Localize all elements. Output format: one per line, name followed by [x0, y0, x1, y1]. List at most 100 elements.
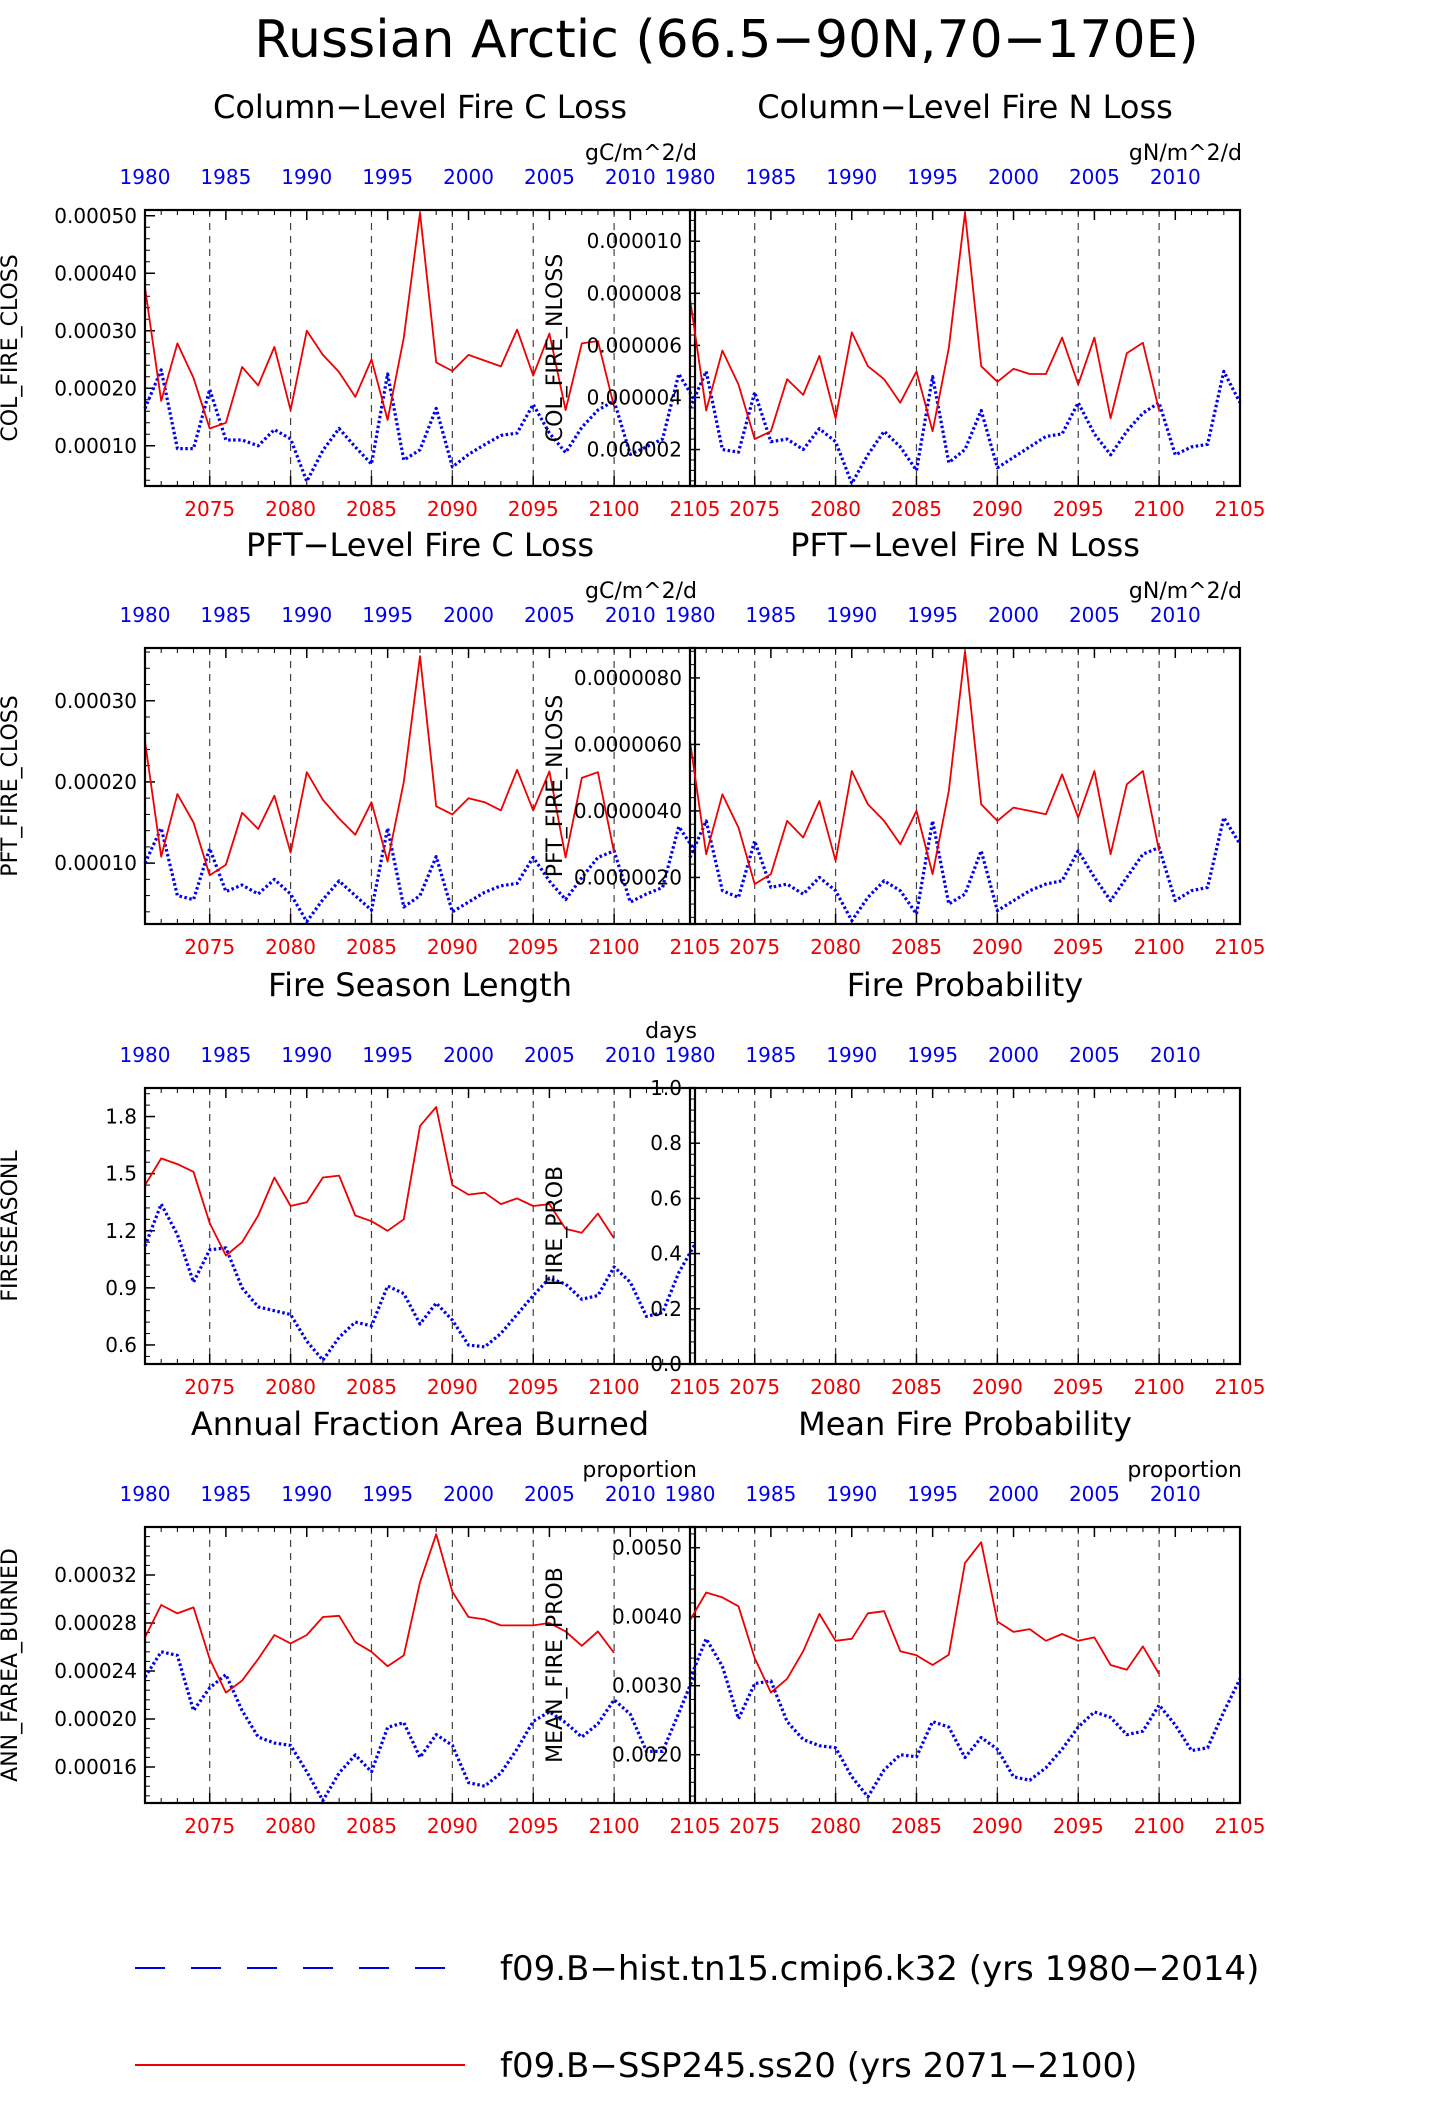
y-tick-label: 0.0000060	[574, 732, 682, 756]
top-tick-label: 1985	[200, 603, 251, 627]
top-tick-label: 2000	[443, 165, 494, 189]
top-tick-label: 1980	[120, 1043, 171, 1067]
top-tick-label: 1995	[907, 1043, 958, 1067]
panel-4: PFT−Level Fire N Loss gN/m^2/d 1980 1985 199…	[543, 526, 1265, 959]
y-tick-label: 0.0030	[612, 1674, 682, 1698]
top-tick-label: 1995	[362, 1482, 413, 1506]
y-axis-label: FIRE_PROB	[543, 1166, 568, 1286]
y-tick-label: 0.00030	[54, 319, 137, 343]
panel-title: Column−Level Fire N Loss	[757, 88, 1173, 126]
bottom-tick-label: 2090	[972, 935, 1023, 959]
y-tick-label: 1.8	[105, 1105, 137, 1129]
top-tick-label: 1980	[665, 603, 716, 627]
bottom-tick-label: 2075	[729, 1375, 780, 1399]
bottom-tick-label: 2105	[1215, 497, 1266, 521]
bottom-tick-label: 2095	[1053, 1375, 1104, 1399]
panel-title: Column−Level Fire C Loss	[213, 88, 627, 126]
top-tick-label: 2010	[605, 165, 656, 189]
series-hist-line	[143, 824, 697, 924]
panel-title: Annual Fraction Area Burned	[191, 1405, 649, 1443]
top-tick-label: 2010	[605, 603, 656, 627]
bottom-tick-label: 2100	[1134, 1375, 1185, 1399]
series-hist-line	[688, 369, 1242, 485]
bottom-tick-label: 2080	[810, 1814, 861, 1838]
legend-label-2: f09.B−SSP245.ss20 (yrs 2071−2100)	[500, 2046, 1137, 2086]
top-tick-label: 2000	[988, 603, 1039, 627]
y-tick-label: 0.00020	[54, 770, 137, 794]
y-tick-label: 0.00016	[54, 1755, 137, 1779]
y-tick-label: 0.00032	[54, 1563, 137, 1587]
y-tick-label: 1.5	[105, 1162, 137, 1186]
bottom-tick-label: 2100	[1134, 935, 1185, 959]
y-tick-label: 0.000010	[587, 229, 682, 253]
bottom-tick-label: 2100	[1134, 1814, 1185, 1838]
series-ssp-line	[144, 1106, 615, 1257]
top-tick-label: 1995	[907, 1482, 958, 1506]
bottom-tick-label: 2100	[589, 497, 640, 521]
panel-title: PFT−Level Fire C Loss	[246, 526, 594, 564]
top-tick-label: 1980	[665, 165, 716, 189]
y-tick-label: 0.000006	[587, 333, 682, 357]
top-tick-label: 1985	[200, 1043, 251, 1067]
series-hist-line	[143, 368, 697, 483]
series-ssp-line	[144, 1533, 615, 1694]
plot-frame	[688, 1525, 1242, 1805]
top-tick-label: 1995	[362, 1043, 413, 1067]
bottom-tick-label: 2095	[508, 497, 559, 521]
y-tick-label: 0.00028	[54, 1611, 137, 1635]
units-label: days	[645, 1019, 697, 1044]
top-tick-label: 2005	[524, 1043, 575, 1067]
y-axis-label: COL_FIRE_CLOSS	[0, 254, 23, 441]
bottom-tick-label: 2095	[508, 935, 559, 959]
y-tick-label: 0.00020	[54, 1707, 137, 1731]
top-tick-label: 1990	[826, 1043, 877, 1067]
y-tick-label: 0.00024	[54, 1659, 137, 1683]
top-tick-label: 1980	[120, 603, 171, 627]
y-axis-label: FIRESEASONL	[0, 1150, 23, 1302]
y-tick-label: 0.0000020	[574, 865, 682, 889]
series-ssp-line	[144, 655, 615, 877]
top-tick-label: 1985	[200, 165, 251, 189]
y-tick-label: 0.2	[650, 1297, 682, 1321]
y-tick-label: 0.0040	[612, 1605, 682, 1629]
top-tick-label: 1995	[907, 603, 958, 627]
units-label: gC/m^2/d	[585, 141, 697, 166]
bottom-tick-label: 2080	[810, 1375, 861, 1399]
y-tick-label: 0.8	[650, 1131, 682, 1155]
series-ssp-line	[144, 211, 615, 430]
plot-frame	[143, 646, 697, 926]
bottom-tick-label: 2080	[265, 1814, 316, 1838]
y-tick-label: 1.2	[105, 1219, 137, 1243]
top-tick-label: 2010	[605, 1043, 656, 1067]
top-tick-label: 1990	[281, 1043, 332, 1067]
bottom-tick-label: 2080	[265, 497, 316, 521]
bottom-tick-label: 2075	[184, 935, 235, 959]
bottom-tick-label: 2085	[346, 1814, 397, 1838]
panel-2: Column−Level Fire N Loss gN/m^2/d 1980 1985…	[543, 88, 1265, 521]
top-tick-label: 1980	[120, 165, 171, 189]
top-tick-label: 1990	[281, 165, 332, 189]
plot-frame	[688, 646, 1242, 926]
bottom-tick-label: 2075	[184, 1375, 235, 1399]
bottom-tick-label: 2095	[508, 1375, 559, 1399]
units-label: gN/m^2/d	[1129, 579, 1242, 604]
top-tick-label: 1985	[745, 165, 796, 189]
top-tick-label: 1995	[362, 165, 413, 189]
y-tick-label: 0.00040	[54, 261, 137, 285]
top-tick-label: 2010	[1150, 1482, 1201, 1506]
y-tick-label: 0.00010	[54, 851, 137, 875]
panel-6: Fire Probability 1980 1985 1990 1995 2000 2005…	[543, 966, 1265, 1399]
units-label: gN/m^2/d	[1129, 141, 1242, 166]
top-tick-label: 2005	[1069, 603, 1120, 627]
y-tick-label: 0.6	[650, 1186, 682, 1210]
panel-7: Annual Fraction Area Burnedproportion198…	[0, 1405, 720, 1838]
bottom-tick-label: 2090	[972, 1375, 1023, 1399]
bottom-tick-label: 2090	[427, 1375, 478, 1399]
y-axis-label: MEAN_FIRE_PROB	[543, 1567, 568, 1763]
y-tick-label: 0.0050	[612, 1536, 682, 1560]
bottom-tick-label: 2105	[1215, 935, 1266, 959]
bottom-tick-label: 2100	[1134, 497, 1185, 521]
top-tick-label: 1985	[200, 1482, 251, 1506]
top-tick-label: 2000	[988, 1043, 1039, 1067]
